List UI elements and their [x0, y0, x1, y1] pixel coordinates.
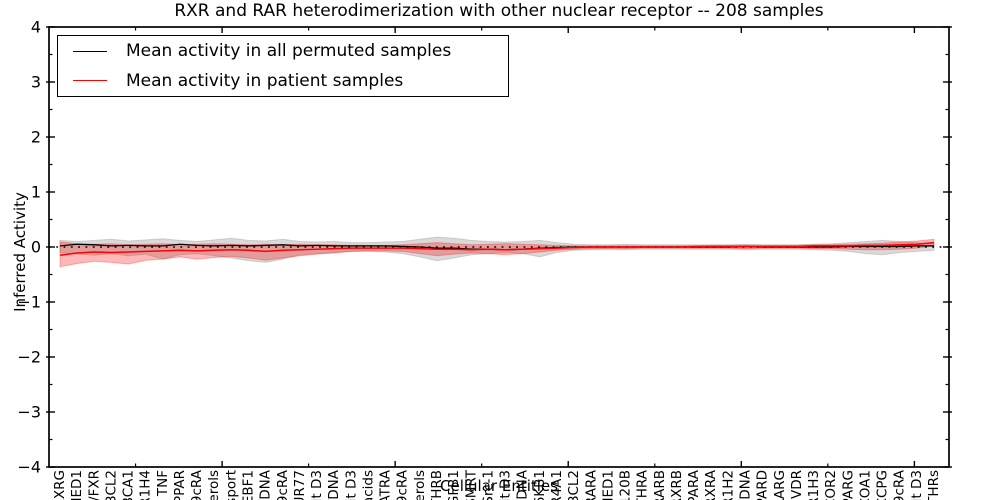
x-category-label: cholesterol transport — [223, 470, 239, 500]
x-category-label: mol:ATRA — [378, 469, 394, 500]
x-category-label: RARA — [583, 469, 599, 500]
legend-line-sample-patient — [73, 80, 107, 82]
x-category-label: NR1H4 — [138, 470, 154, 500]
x-category-label: RXRB — [669, 470, 685, 500]
x-category-label: RXRs/NUR77 — [292, 470, 308, 500]
x-category-label: RARG — [772, 470, 788, 500]
x-category-label: mol:Oxysterols — [412, 470, 428, 500]
x-category-label: RXRs/RXRs/DNA/9cRA — [275, 469, 291, 500]
y-tick-label: 2 — [31, 128, 41, 147]
x-category-label: THRB — [429, 470, 445, 500]
x-category-label: VDR — [789, 470, 805, 499]
legend-item: Mean activity in patient samples — [58, 67, 508, 95]
x-category-label: SREBF1 — [241, 470, 257, 500]
x-category-label: TGFB1 — [446, 470, 462, 500]
x-axis-label: Cellular Entities — [440, 477, 558, 495]
x-category-label: TNF — [155, 470, 171, 497]
x-category-label: RXR alpha/CCPG — [875, 470, 891, 500]
y-tick-label: 3 — [31, 73, 41, 92]
x-category-label: RXRs/NUR77/BCL2 — [103, 470, 119, 500]
x-category-label: mol:Vit D3 — [343, 470, 359, 500]
x-category-label: BCL2 — [566, 470, 582, 500]
x-category-label: RARs/THRs — [926, 470, 942, 500]
x-category-label: RXRs/LXRs/DNA/Oxysterols — [206, 470, 222, 500]
y-tick-label: 1 — [31, 183, 41, 202]
x-category-label: RXRs/FXR/9cRA/MED1 — [69, 470, 85, 500]
y-tick-label: 4 — [31, 18, 41, 37]
y-tick-label: −4 — [17, 458, 41, 477]
x-category-label: NCOR2 — [823, 470, 839, 500]
x-category-label: THRA — [635, 469, 651, 500]
x-category-label: RARB — [652, 470, 668, 500]
legend: Mean activity in all permuted samples Mea… — [57, 35, 509, 97]
x-category-label: RXRs/LXRs/DNA/9cRA — [189, 469, 205, 500]
y-tick-label: 0 — [31, 238, 41, 257]
x-category-label: PPARA — [686, 469, 702, 500]
x-category-label: FAM120B — [618, 470, 634, 500]
x-category-label: NCOA1 — [857, 470, 873, 500]
x-category-label: RARs/RARs/DNA/9cRA — [892, 469, 908, 500]
y-tick-label: −3 — [17, 403, 41, 422]
legend-line-sample-permuted — [73, 50, 107, 52]
y-tick-label: −1 — [17, 293, 41, 312]
x-category-label: RXRs/PPAR/9cRA/PGJ2/DNA — [258, 469, 274, 500]
x-category-label: ABCA1 — [121, 470, 137, 500]
y-tick-label: −2 — [17, 348, 41, 367]
x-category-label: mol:9cRA — [395, 469, 411, 500]
patient-mean-line — [59, 241, 935, 256]
x-category-label: PPARG — [840, 470, 856, 500]
chart-title: RXR and RAR heterodimerization with othe… — [174, 1, 824, 21]
x-category-label: PPARD — [755, 470, 771, 500]
x-category-label: RXRA — [703, 469, 719, 500]
x-category-label: NR1H2 — [720, 470, 736, 500]
legend-item: Mean activity in all permuted samples — [58, 37, 508, 65]
x-category-label: VDR/VDR/Vit D3 — [498, 470, 514, 500]
x-category-label: RARs/VDR/DNA/Vit D3 — [909, 470, 925, 500]
x-category-label: RARs/THRs/DNA/SMRT — [463, 469, 479, 500]
x-category-label: VDR/Vit D3/DNA — [515, 469, 531, 500]
x-category-label: VDR/VDR/DNA — [737, 469, 753, 500]
x-category-label: RARs/THRs/DNA/Src-1 — [480, 470, 496, 500]
x-category-label: MED1 — [600, 470, 616, 500]
x-category-label: NR4A1 — [549, 470, 565, 500]
x-category-label: RXRs/PPAR — [172, 470, 188, 500]
x-category-label: RXRs/VDR/DNA/Vit D3 — [309, 470, 325, 500]
x-category-label: RXRs/FXR — [86, 470, 102, 500]
x-category-label: RXRs/LXRs/DNA — [326, 469, 342, 500]
x-category-label: mol:Bile acids — [360, 470, 376, 500]
legend-item-label: Mean activity in patient samples — [126, 70, 404, 91]
x-category-label: NR1H3 — [806, 470, 822, 500]
x-category-label: RXRG — [52, 470, 68, 500]
x-category-label: RPS6KB1 — [532, 470, 548, 500]
legend-item-label: Mean activity in all permuted samples — [126, 41, 452, 62]
